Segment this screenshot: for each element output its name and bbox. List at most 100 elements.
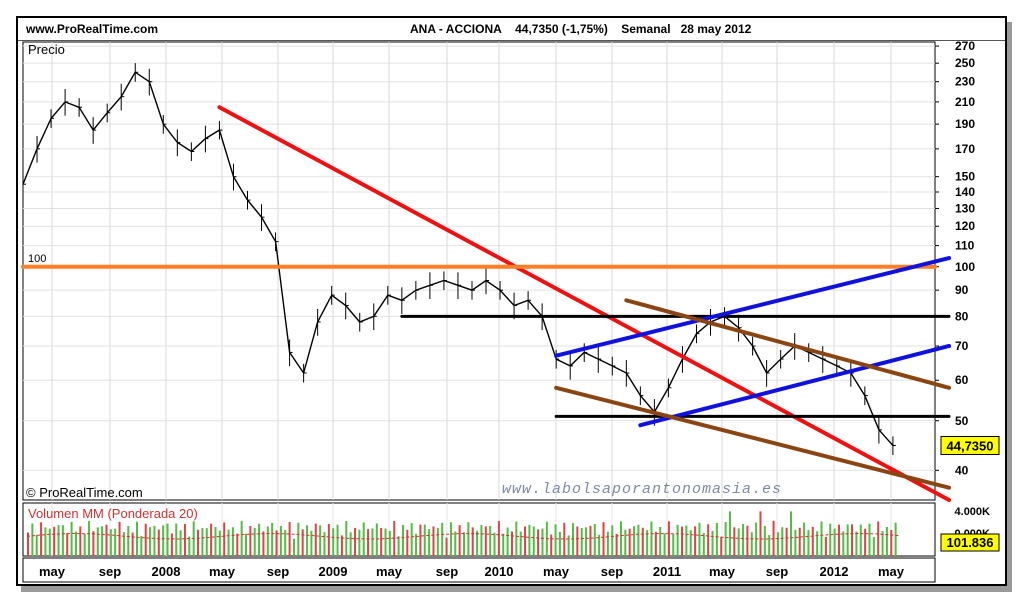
y-tick-label: 150 xyxy=(955,170,975,184)
volume-bar xyxy=(641,527,644,556)
volume-bar xyxy=(401,524,404,556)
volume-bar xyxy=(423,524,426,556)
volume-bar xyxy=(419,524,422,556)
y-tick-label: 270 xyxy=(955,39,975,53)
volume-bar xyxy=(497,521,500,556)
x-tick-label: sep xyxy=(601,564,623,579)
x-tick-label: may xyxy=(878,564,905,579)
volume-bar xyxy=(628,528,631,556)
volume-bar xyxy=(864,528,867,556)
volume-bar xyxy=(746,525,749,556)
volume-bar xyxy=(742,524,745,556)
volume-bar xyxy=(306,525,309,556)
volume-bar xyxy=(576,526,579,556)
x-tick-label: sep xyxy=(267,564,289,579)
volume-bar xyxy=(707,524,710,556)
y-tick-label: 50 xyxy=(955,414,969,428)
volume-bar xyxy=(371,528,374,556)
volume-bar xyxy=(519,531,522,556)
volume-bar xyxy=(720,537,723,556)
volume-bar xyxy=(667,521,670,556)
y-tick-label: 90 xyxy=(955,283,969,297)
volume-bar xyxy=(646,530,649,556)
volume-bar xyxy=(689,530,692,556)
volume-bar xyxy=(454,531,457,556)
volume-bar xyxy=(105,524,108,556)
y-tick-label: 70 xyxy=(955,339,969,353)
volume-bar xyxy=(476,530,479,556)
volume-bar xyxy=(589,525,592,556)
y-tick-label: 110 xyxy=(955,239,975,253)
volume-bar xyxy=(859,524,862,556)
x-tick-label: 2010 xyxy=(485,564,514,579)
volume-bar xyxy=(428,529,431,556)
y-tick-label: 100 xyxy=(955,260,975,274)
volume-bar xyxy=(633,526,636,556)
volume-bar xyxy=(188,536,191,556)
volume-bar xyxy=(410,523,413,556)
volume-bar xyxy=(837,524,840,556)
volume-bar xyxy=(506,527,509,556)
volume-bar xyxy=(480,524,483,556)
volume-bar xyxy=(380,527,383,556)
volume-bar xyxy=(88,521,91,556)
volume-bar xyxy=(388,530,391,556)
volume-bar xyxy=(820,521,823,556)
volume-bar xyxy=(654,531,657,556)
x-tick-label: sep xyxy=(436,564,458,579)
y-tick-label: 40 xyxy=(955,463,969,477)
site-label[interactable]: www.ProRealTime.com xyxy=(26,22,159,36)
volume-bar xyxy=(563,522,566,556)
y-tick-label: 190 xyxy=(955,117,975,131)
y-tick-label: 120 xyxy=(955,219,975,233)
volume-bar xyxy=(624,529,627,556)
volume-bar xyxy=(266,526,269,556)
volume-bar xyxy=(885,526,888,556)
volume-bar xyxy=(502,533,505,556)
volume-bar xyxy=(567,535,570,556)
trendline-blue-upper xyxy=(554,256,952,358)
volume-bar xyxy=(606,531,609,556)
volume-bar xyxy=(406,529,409,556)
volume-bar xyxy=(227,529,230,556)
volume-bar xyxy=(881,531,884,556)
level-label: 100 xyxy=(28,253,46,265)
volume-bar xyxy=(698,522,701,556)
volume-bar xyxy=(27,532,29,556)
y-tick-label: 80 xyxy=(955,309,969,323)
volume-bar xyxy=(790,511,792,556)
volume-bar xyxy=(109,529,112,556)
volume-bar xyxy=(458,525,461,556)
volume-bar xyxy=(327,524,330,556)
volume-bar xyxy=(593,524,596,556)
volume-bar xyxy=(332,528,335,556)
volume-bar xyxy=(602,522,605,556)
volume-bar xyxy=(349,532,352,556)
volume-bar xyxy=(532,526,535,556)
x-tick-label: may xyxy=(709,564,736,579)
volume-bar xyxy=(170,533,173,556)
volume-bar xyxy=(894,522,897,556)
trendline-brown-upper xyxy=(624,298,952,390)
volume-bar xyxy=(772,520,775,556)
volume-bar xyxy=(554,524,557,556)
volume-bar xyxy=(153,525,156,556)
volume-bar xyxy=(66,533,69,556)
volume-bar xyxy=(262,531,265,556)
volume-bar xyxy=(136,521,138,556)
volume-bar xyxy=(249,525,252,556)
volume-bar xyxy=(210,523,213,556)
volume-bar xyxy=(340,535,343,556)
volume-bar xyxy=(436,527,439,556)
y-tick-label: 250 xyxy=(955,56,975,70)
volume-bar xyxy=(314,523,317,556)
volume-last-value: 101.836 xyxy=(947,535,994,550)
volume-bar xyxy=(872,537,875,556)
volume-bar xyxy=(236,533,239,556)
volume-bar xyxy=(323,532,326,556)
volume-bar xyxy=(851,524,854,556)
volume-bar xyxy=(57,525,60,556)
volume-bar xyxy=(580,528,583,556)
x-tick-label: may xyxy=(209,564,236,579)
